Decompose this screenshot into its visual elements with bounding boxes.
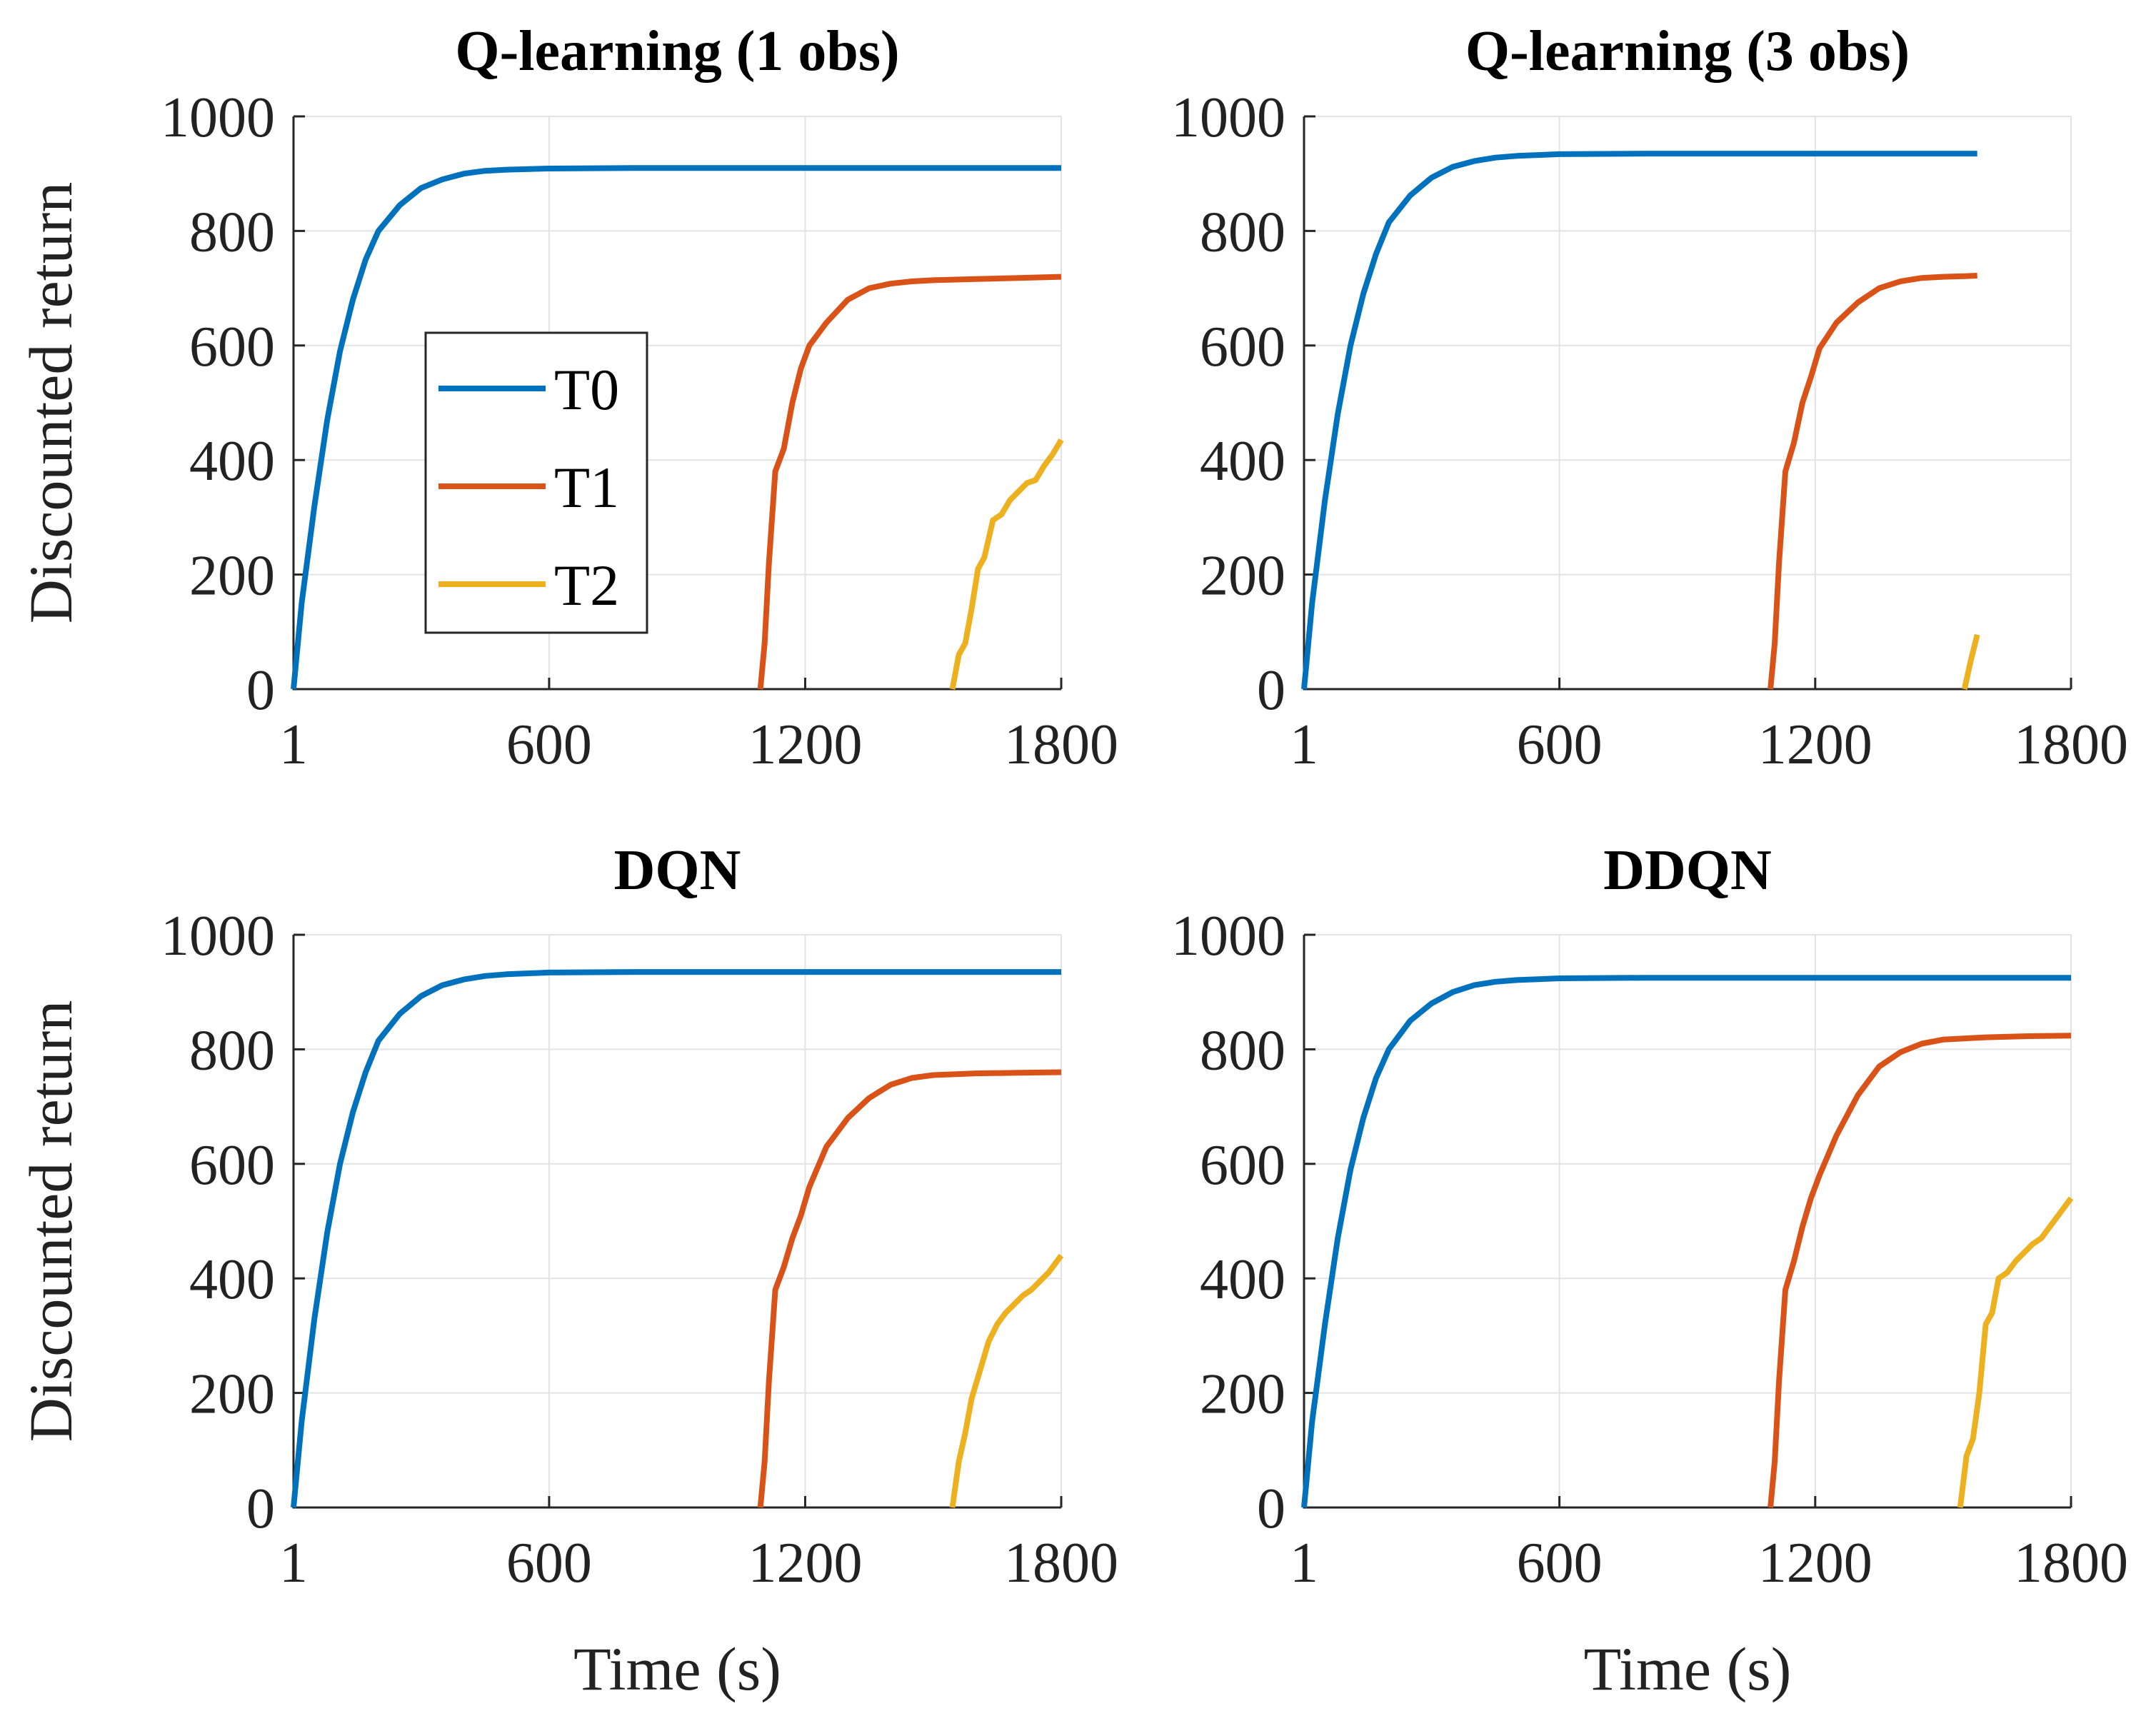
y-tick-label: 800 <box>1200 1019 1285 1082</box>
y-tick-label: 0 <box>1257 659 1285 722</box>
legend-label-t0: T0 <box>554 357 619 422</box>
series-line-t0 <box>1301 975 2071 1508</box>
y-tick-label: 200 <box>1200 1363 1285 1426</box>
y-tick-label: 600 <box>1200 316 1285 378</box>
y-tick-label: 400 <box>1200 430 1285 493</box>
series-line-t0 <box>291 165 1061 690</box>
x-tick-label: 1800 <box>2014 713 2128 776</box>
y-tick-label: 800 <box>189 201 275 264</box>
gridlines <box>1303 116 2072 690</box>
series-line-t2 <box>949 1253 1064 1508</box>
gridlines <box>293 116 1062 690</box>
x-axis-label: Time (s) <box>573 1635 781 1703</box>
x-tick-label: 1800 <box>1004 713 1118 776</box>
x-tick-label: 1 <box>279 1532 308 1595</box>
panel-title: DDQN <box>1603 839 1772 902</box>
x-tick-label: 600 <box>1517 1532 1603 1595</box>
axes <box>1303 935 2071 1509</box>
axes <box>1303 116 2071 691</box>
y-tick-label: 600 <box>189 316 275 378</box>
y-tick-label: 1000 <box>1171 86 1285 149</box>
series-line-t2 <box>1957 1196 2074 1508</box>
y-tick-label: 0 <box>246 1477 275 1540</box>
x-tick-label: 1 <box>1290 1532 1318 1595</box>
legend: T0 T1 T2 <box>424 331 648 634</box>
y-axis-label: Discounted return <box>16 182 85 624</box>
x-tick-label: 600 <box>506 1532 592 1595</box>
y-tick-label: 0 <box>1257 1477 1285 1540</box>
gridlines <box>293 934 1062 1508</box>
y-tick-label: 0 <box>246 659 275 722</box>
gridlines <box>1303 934 2072 1508</box>
panel-3: 1 600 1200 1800 0 200 400 600 800 1000 DQN Discount… <box>16 839 1118 1703</box>
axes <box>292 935 1061 1509</box>
y-tick-label: 800 <box>189 1019 275 1082</box>
y-tick-label: 1000 <box>161 86 275 149</box>
y-tick-label: 200 <box>189 545 275 608</box>
panel-1: 1 600 1200 1800 0 200 400 600 800 1000 Q-learning … <box>16 20 1118 776</box>
series-line-t0 <box>291 969 1061 1508</box>
series-line-t1 <box>1768 1033 2072 1508</box>
y-tick-label: 400 <box>1200 1248 1285 1311</box>
x-tick-label: 1200 <box>1758 1532 1872 1595</box>
panel-title: DQN <box>614 839 741 902</box>
axes <box>292 116 1061 691</box>
x-tick-label: 1 <box>1290 713 1318 776</box>
series-line-t2 <box>1961 633 1980 690</box>
panel-2: 1 600 1200 1800 0 200 400 600 800 1000 Q-learning … <box>1171 20 2128 776</box>
x-tick-label: 1800 <box>1004 1532 1118 1595</box>
series-line-t1 <box>757 274 1062 690</box>
y-tick-label: 400 <box>189 1248 275 1311</box>
x-tick-label: 1200 <box>748 1532 862 1595</box>
legend-label-t1: T1 <box>554 455 619 520</box>
panel-4: 1 600 1200 1800 0 200 400 600 800 1000 DDQN Time (s… <box>1171 839 2128 1703</box>
x-tick-label: 1800 <box>2014 1532 2128 1595</box>
y-tick-label: 800 <box>1200 201 1285 264</box>
y-tick-label: 200 <box>189 1363 275 1426</box>
series-line-t1 <box>757 1069 1062 1508</box>
y-tick-label: 1000 <box>161 905 275 968</box>
x-axis-label: Time (s) <box>1584 1635 1792 1703</box>
x-tick-label: 600 <box>1517 713 1603 776</box>
y-tick-label: 1000 <box>1171 905 1285 968</box>
y-tick-label: 400 <box>189 430 275 493</box>
x-tick-label: 1 <box>279 713 308 776</box>
x-tick-label: 1200 <box>748 713 862 776</box>
panel-title: Q-learning (3 obs) <box>1465 20 1910 83</box>
panel-title: Q-learning (1 obs) <box>455 20 899 83</box>
series-line-t1 <box>1768 273 1977 690</box>
y-axis-label: Discounted return <box>16 1000 85 1442</box>
legend-label-t2: T2 <box>554 553 619 618</box>
y-tick-label: 600 <box>1200 1134 1285 1197</box>
y-tick-label: 600 <box>189 1134 275 1197</box>
series-line-t2 <box>949 438 1064 690</box>
x-tick-label: 1200 <box>1758 713 1872 776</box>
y-tick-label: 200 <box>1200 545 1285 608</box>
series-line-t0 <box>1301 151 1977 690</box>
x-tick-label: 600 <box>506 713 592 776</box>
